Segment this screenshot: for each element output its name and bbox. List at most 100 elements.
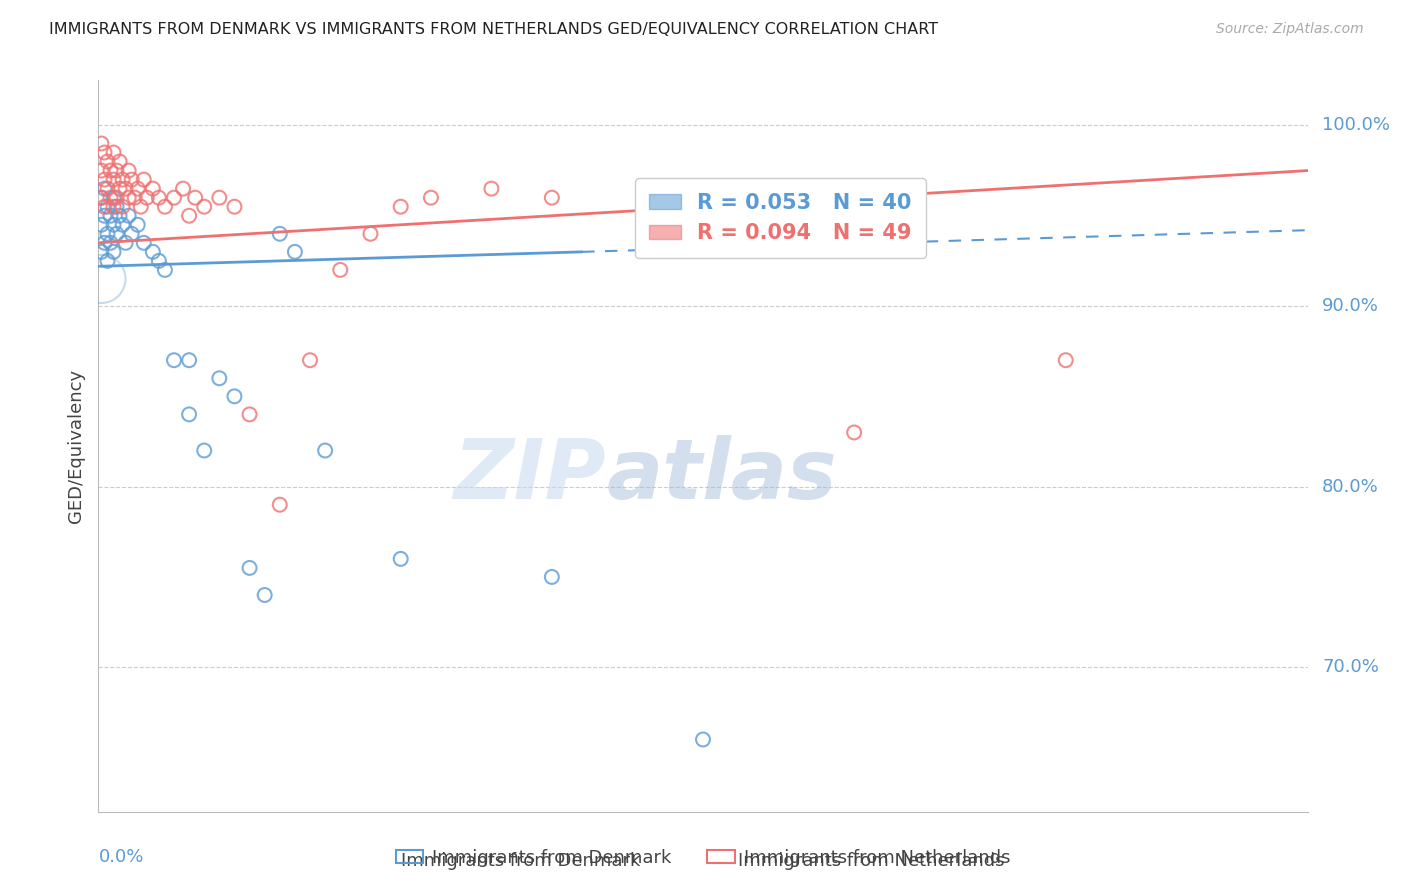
Point — [90, 244, 112, 259]
Point — [96, 200, 118, 214]
Point — [179, 209, 201, 223]
Point — [360, 227, 382, 241]
Point — [163, 191, 186, 205]
Point — [284, 244, 307, 259]
Point — [179, 408, 201, 422]
Legend: Immigrants from Denmark, Immigrants from Netherlands: Immigrants from Denmark, Immigrants from… — [388, 842, 1018, 874]
Point — [105, 191, 128, 205]
Point — [389, 552, 412, 566]
Point — [269, 227, 291, 241]
Point — [844, 425, 866, 440]
Point — [127, 181, 149, 195]
Point — [124, 191, 146, 205]
Point — [103, 244, 125, 259]
Y-axis label: GED/Equivalency: GED/Equivalency — [66, 369, 84, 523]
Point — [90, 136, 112, 151]
Point — [93, 181, 115, 195]
Text: 80.0%: 80.0% — [1322, 477, 1379, 496]
Text: ZIP: ZIP — [454, 434, 606, 516]
Point — [329, 263, 352, 277]
Point — [93, 145, 115, 160]
Point — [100, 191, 122, 205]
Point — [108, 209, 131, 223]
Point — [540, 570, 562, 584]
Text: Source: ZipAtlas.com: Source: ZipAtlas.com — [1216, 22, 1364, 37]
Point — [129, 200, 152, 214]
Text: 90.0%: 90.0% — [1322, 297, 1379, 315]
Point — [135, 191, 157, 205]
Point — [224, 389, 246, 403]
Point — [111, 172, 134, 186]
Point — [96, 253, 118, 268]
Text: Immigrants from Denmark: Immigrants from Denmark — [401, 852, 640, 870]
Point — [224, 200, 246, 214]
Legend: R = 0.053   N = 40, R = 0.094   N = 49: R = 0.053 N = 40, R = 0.094 N = 49 — [636, 178, 927, 258]
Point — [96, 227, 118, 241]
Point — [103, 191, 125, 205]
Point — [299, 353, 322, 368]
Point — [132, 235, 155, 250]
Point — [269, 498, 291, 512]
Point — [481, 181, 503, 195]
Text: IMMIGRANTS FROM DENMARK VS IMMIGRANTS FROM NETHERLANDS GED/EQUIVALENCY CORRELATI: IMMIGRANTS FROM DENMARK VS IMMIGRANTS FR… — [49, 22, 938, 37]
Point — [90, 272, 112, 286]
Point — [108, 154, 131, 169]
Point — [114, 181, 136, 195]
Point — [389, 200, 412, 214]
Point — [90, 218, 112, 232]
Point — [118, 163, 141, 178]
Point — [105, 163, 128, 178]
Point — [90, 163, 112, 178]
Point — [142, 181, 165, 195]
Point — [96, 154, 118, 169]
Point — [93, 172, 115, 186]
Point — [103, 200, 125, 214]
Point — [100, 235, 122, 250]
Point — [93, 235, 115, 250]
Point — [193, 443, 215, 458]
Point — [208, 191, 231, 205]
Point — [103, 218, 125, 232]
Point — [121, 227, 143, 241]
Point — [111, 218, 134, 232]
Point — [100, 163, 122, 178]
Point — [132, 172, 155, 186]
Point — [193, 200, 215, 214]
Point — [184, 191, 207, 205]
Point — [142, 244, 165, 259]
Point — [172, 181, 194, 195]
Point — [239, 561, 262, 575]
Point — [239, 408, 262, 422]
Point — [253, 588, 276, 602]
Point — [314, 443, 336, 458]
Text: 100.0%: 100.0% — [1322, 117, 1391, 135]
Point — [114, 235, 136, 250]
Text: 0.0%: 0.0% — [98, 848, 143, 866]
Point — [93, 200, 115, 214]
Point — [179, 353, 201, 368]
Point — [118, 191, 141, 205]
Point — [108, 181, 131, 195]
Point — [96, 181, 118, 195]
Point — [105, 200, 128, 214]
Point — [105, 227, 128, 241]
Point — [127, 218, 149, 232]
Point — [118, 209, 141, 223]
Text: 70.0%: 70.0% — [1322, 658, 1379, 676]
Point — [1054, 353, 1077, 368]
Point — [103, 145, 125, 160]
Point — [208, 371, 231, 385]
Point — [93, 209, 115, 223]
Text: atlas: atlas — [606, 434, 837, 516]
Point — [163, 353, 186, 368]
Point — [103, 172, 125, 186]
Point — [540, 191, 562, 205]
Text: Immigrants from Netherlands: Immigrants from Netherlands — [738, 852, 1005, 870]
Point — [100, 209, 122, 223]
Point — [148, 191, 170, 205]
Point — [111, 200, 134, 214]
Point — [420, 191, 443, 205]
Point — [90, 191, 112, 205]
Point — [90, 191, 112, 205]
Point — [153, 263, 176, 277]
